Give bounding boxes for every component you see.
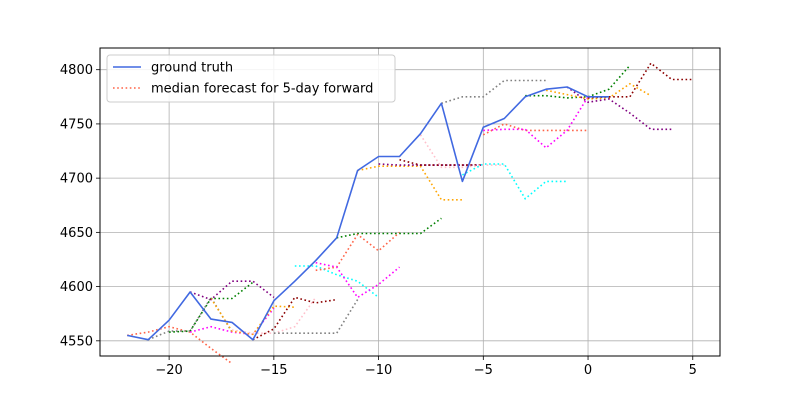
legend-label: median forecast for 5-day forward <box>151 82 373 97</box>
forecast-series-line <box>189 307 275 336</box>
forecast-series-line <box>294 265 380 299</box>
forecast-series-line <box>210 298 295 336</box>
x-tick-label: 5 <box>689 363 697 378</box>
y-tick-label: 4600 <box>60 280 93 295</box>
legend: ground truth median forecast for 5-day fo… <box>106 54 396 103</box>
forecast-series-line <box>525 64 631 99</box>
forecast-series-line <box>566 86 672 131</box>
forecast-series-line <box>189 280 275 301</box>
forecast-series-line <box>378 163 484 166</box>
forecast-series-line <box>441 79 547 105</box>
y-tick-label: 4750 <box>60 117 93 132</box>
legend-box <box>106 54 396 103</box>
y-tick-label: 4550 <box>60 334 93 349</box>
x-tick-label: −20 <box>155 363 182 378</box>
axis-ticks: −20 −15 −10 −5 0 5 4550 4600 4650 4700 4750 4800 <box>60 63 697 378</box>
forecast-series-line <box>545 82 652 100</box>
legend-label: ground truth <box>151 61 233 76</box>
forecast-series-line <box>336 217 442 239</box>
forecast-series-line <box>419 134 505 169</box>
x-tick-label: 0 <box>584 363 592 378</box>
y-tick-label: 4650 <box>60 226 93 241</box>
forecast-series-line <box>482 123 588 136</box>
x-tick-label: −5 <box>474 363 493 378</box>
forecast-series-line <box>399 158 484 166</box>
forecast-lines <box>127 62 693 365</box>
x-tick-label: −15 <box>260 363 287 378</box>
forecast-series-line <box>273 299 359 335</box>
y-tick-label: 4800 <box>60 63 93 78</box>
ground-truth-series-line <box>127 86 609 341</box>
plot-area-frame <box>99 47 721 357</box>
forecast-series-line <box>127 325 233 365</box>
forecast-series-line <box>483 96 589 149</box>
x-tick-label: −10 <box>365 363 392 378</box>
forecast-series-line <box>357 165 463 201</box>
forecast-series-line <box>147 295 233 341</box>
ground-truth-line <box>127 86 609 341</box>
forecast-series-line <box>315 231 401 272</box>
y-tick-label: 4700 <box>60 172 93 187</box>
